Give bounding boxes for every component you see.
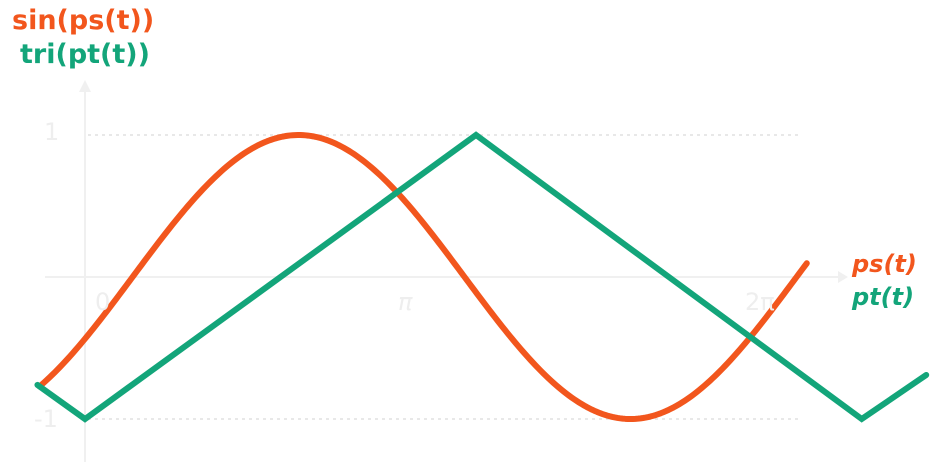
y-axis-label-tri: tri(pt(t)) (20, 39, 150, 70)
x-tick-label-2pi: 2π (745, 288, 775, 316)
y-axis-arrow (79, 80, 91, 92)
x-axis-label-pt: pt(t) (852, 283, 915, 311)
x-tick-label-pi: π (398, 288, 413, 316)
x-axis-label-line-2: pt(t) (852, 283, 914, 311)
series-sin-line (36, 132, 810, 422)
x-axis-label-line-1: ps(t) (852, 250, 917, 278)
y-axis-label-line-1: sin(ps(t)) (12, 6, 154, 36)
y-tick-label-1: 1 (44, 118, 60, 146)
y-axis-label-line-2: tri(pt(t)) (20, 40, 150, 70)
x-axis-label-ps: ps(t) (852, 250, 917, 278)
y-tick-label-minus-1: -1 (34, 405, 58, 433)
y-axis-label-sin: sin(ps(t)) (12, 5, 155, 36)
x-axis-arrow (838, 271, 848, 283)
axes (45, 80, 848, 462)
series-lines (34, 131, 930, 423)
series-tri-line (34, 131, 930, 423)
x-tick-label-0: 0 (95, 288, 111, 316)
